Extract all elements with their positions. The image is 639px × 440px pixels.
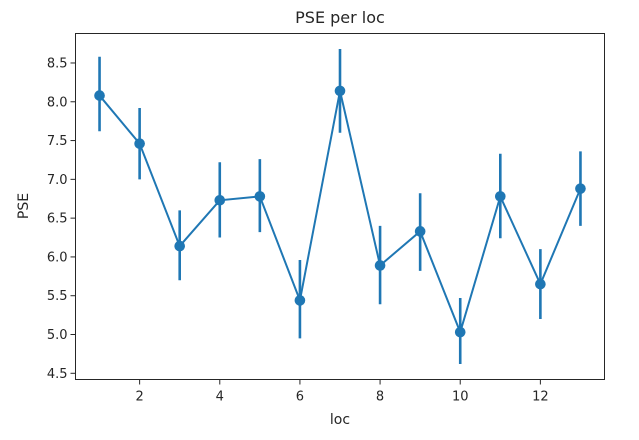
data-point [414,226,426,237]
y-tick-label: 8.5 [47,56,68,71]
y-axis-label: PSE [16,193,32,219]
plot-area [94,49,586,364]
x-axis-label: loc [330,412,350,428]
x-tick-label: 4 [216,390,224,405]
y-tick-label: 8.0 [47,95,68,110]
x-tick-label: 6 [296,390,304,405]
y-tick-label: 5.5 [47,289,68,304]
data-point [174,240,185,252]
data-point [454,326,466,338]
axes-frame [75,33,605,380]
y-tick-label: 4.5 [47,367,68,382]
data-point [334,85,346,97]
data-point [254,191,266,202]
x-tick-label: 10 [452,390,469,405]
data-point [495,191,506,202]
y-tick-label: 7.0 [47,173,68,188]
chart-title: PSE per loc [295,8,385,27]
data-point [535,278,546,290]
data-point [374,260,386,271]
data-point [134,138,145,149]
x-tick-label: 2 [135,390,143,405]
y-axis: 4.5 5.0 5.5 6.0 6.5 7.0 7.5 8.0 8.5 [47,56,76,382]
x-axis: 2 4 6 8 10 12 [135,379,549,405]
x-tick-label: 12 [532,390,549,405]
y-tick-label: 7.5 [47,134,68,149]
data-point [294,295,306,306]
data-point [214,194,226,206]
data-point [94,90,105,101]
y-tick-label: 6.5 [47,212,68,227]
y-tick-label: 6.0 [47,250,68,265]
y-tick-label: 5.0 [47,328,68,343]
data-point [575,183,586,194]
x-tick-label: 8 [376,390,384,405]
